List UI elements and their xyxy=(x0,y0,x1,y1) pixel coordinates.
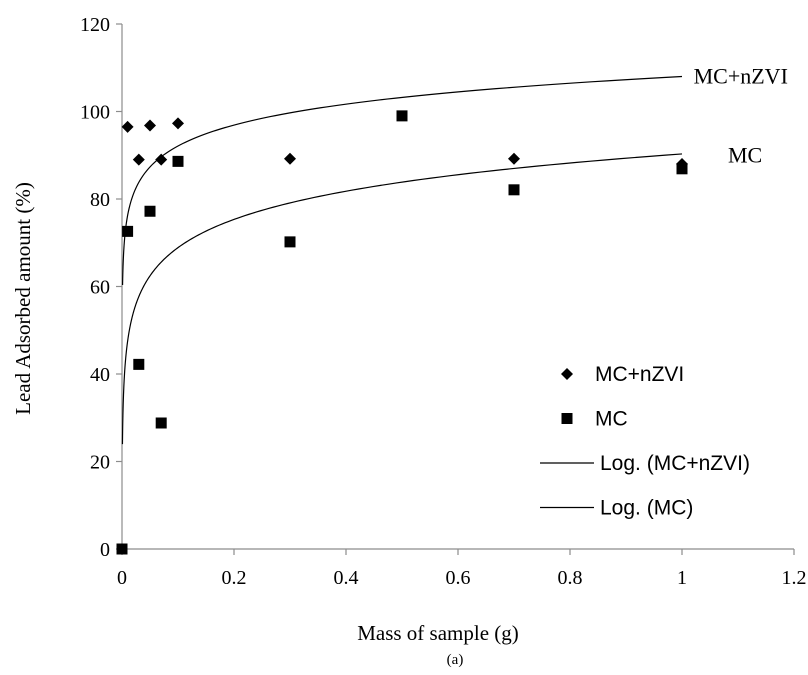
trendline-log-mc xyxy=(121,153,683,445)
x-tick-label: 1.2 xyxy=(782,567,807,589)
legend-item-mc-label: MC xyxy=(595,408,628,431)
x-tick-label: 0 xyxy=(117,567,127,589)
y-tick-label: 100 xyxy=(80,102,110,124)
x-axis-title: Mass of sample (g) xyxy=(357,621,519,645)
trendline-log-mc-nzvi xyxy=(121,75,683,286)
legend-item-mc-nzvi-label: MC+nZVI xyxy=(595,363,684,386)
x-tick-label: 1 xyxy=(677,567,687,589)
trendlines xyxy=(121,75,683,445)
point-mc xyxy=(116,543,128,555)
y-tick-label: 60 xyxy=(90,277,110,299)
point-mc-nzvi xyxy=(508,152,520,165)
point-mc xyxy=(172,155,184,167)
annotation-mc-nzvi: MC+nZVI xyxy=(694,64,788,89)
x-tick-label: 0.4 xyxy=(334,567,359,589)
point-mc xyxy=(144,205,156,217)
y-tick-label: 80 xyxy=(90,189,110,211)
annotations: MC+nZVI MC xyxy=(694,64,788,168)
x-tick-label: 0.8 xyxy=(558,567,583,589)
point-mc xyxy=(155,417,167,429)
y-tick-label: 20 xyxy=(90,452,110,474)
point-mc-nzvi xyxy=(121,120,134,133)
figure-caption: (a) xyxy=(447,652,464,668)
point-mc-nzvi xyxy=(172,117,184,130)
y-tick-label: 40 xyxy=(90,364,110,386)
legend-item-mc-nzvi-marker xyxy=(561,368,573,380)
x-tick-label: 0.6 xyxy=(446,567,471,589)
point-mc xyxy=(122,225,134,237)
point-mc xyxy=(396,110,408,122)
point-mc-nzvi xyxy=(132,153,145,166)
point-mc-nzvi xyxy=(144,119,156,132)
point-mc xyxy=(676,163,688,175)
data-points xyxy=(116,110,688,555)
y-axis-title: Lead Adsorbed amount (%) xyxy=(11,182,35,415)
y-tick-label: 0 xyxy=(100,539,110,561)
legend-item-mc-marker xyxy=(561,413,573,424)
point-mc-nzvi xyxy=(284,152,296,165)
point-mc xyxy=(508,184,520,196)
legend-item-log-mc-nzvi-label: Log. (MC+nZVI) xyxy=(600,452,750,475)
point-mc xyxy=(284,236,296,248)
annotation-mc: MC xyxy=(728,142,762,167)
legend: MC+nZVI MC Log. (MC+nZVI) Log. (MC) xyxy=(540,363,750,520)
x-tick-label: 0.2 xyxy=(222,567,247,589)
axes: 0 20 40 60 80 100 120 0 0.2 0.4 0.6 0.8 1 1.2 xyxy=(80,14,807,589)
point-mc-nzvi xyxy=(155,153,168,166)
point-mc xyxy=(133,358,145,370)
legend-item-log-mc-label: Log. (MC) xyxy=(600,497,693,520)
y-tick-label: 120 xyxy=(80,14,110,36)
